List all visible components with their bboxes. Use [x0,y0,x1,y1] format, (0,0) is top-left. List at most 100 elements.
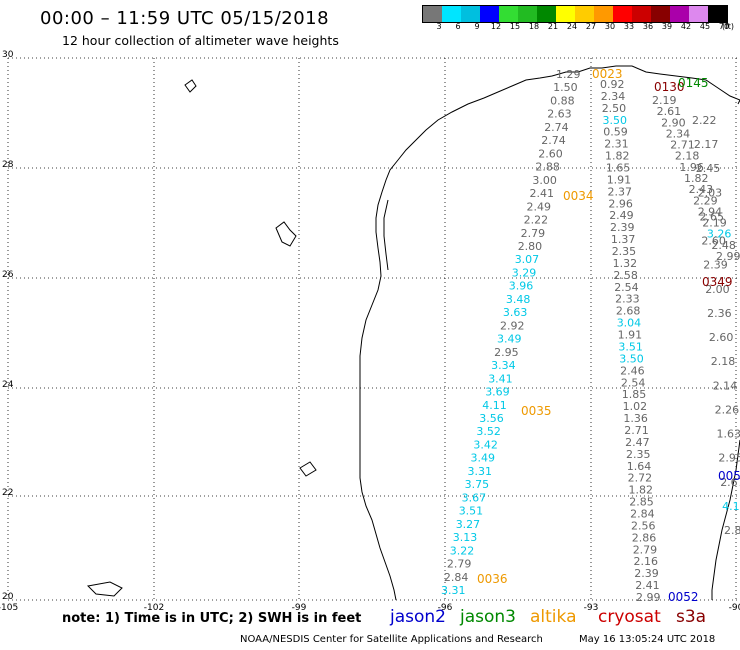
swh-value: 2.60 [709,331,734,344]
yucatan-coast [711,439,740,600]
swh-value: 2.29 [693,194,718,207]
color-swatch-6 [442,6,461,22]
swh-value: 2.18 [675,150,700,163]
color-scale-label: 70 [718,22,730,31]
lake-1 [184,79,197,93]
swh-value: 3.48 [506,293,531,306]
swh-value: 4.13 [722,500,740,513]
swh-value: 2.31 [604,138,629,151]
swh-value: 1.91 [607,173,632,186]
swh-value: 2.74 [544,121,569,134]
latitude-label: 28 [2,160,14,170]
longitude-label: -96 [438,603,453,613]
s3a-time-label: 0349 [702,275,733,289]
swh-value: 2.90 [661,116,686,129]
latitude-label: 24 [2,380,14,390]
swh-value: 3.04 [617,317,642,330]
color-swatch-3 [423,6,442,22]
swh-value: 2.49 [527,200,552,213]
color-swatch-36 [632,6,651,22]
color-scale-label: 3 [436,22,442,31]
color-scale-label: 36 [642,22,654,31]
footer-note: note: 1) Time is in UTC; 2) SWH is in fe… [62,611,362,626]
swh-value: 2.26 [715,403,740,416]
swh-value: 2.14 [713,379,738,392]
swh-value: 3.96 [509,280,534,293]
coastline [86,65,740,601]
swh-value: 2.50 [602,102,627,115]
swh-value: 3.50 [603,114,628,127]
swh-value: 2.34 [666,127,691,140]
lake-2 [275,221,297,247]
altika-time-label: 0034 [563,189,594,203]
swh-value: 3.34 [491,359,515,372]
swh-value: 2.49 [609,209,634,222]
color-scale-label: 45 [699,22,711,31]
swh-value: 3.50 [619,352,644,365]
altika-time-label: 0035 [521,404,552,418]
swh-value: 3.63 [503,306,528,319]
color-scale-label: 33 [623,22,635,31]
swh-value: 2.84 [444,571,469,584]
color-swatch-42 [670,6,689,22]
color-scale-label: 6 [455,22,461,31]
swh-value: 0.59 [603,126,628,139]
color-scale-label: 24 [566,22,578,31]
lake-3 [86,581,123,597]
swh-value: 2.80 [518,240,543,253]
swh-value: 1.50 [553,81,578,94]
page-title: 00:00 – 11:59 UTC 05/15/2018 [40,8,330,29]
swh-value: 1.65 [606,162,631,175]
swh-value: 3.42 [473,439,498,452]
swh-value: 2.60 [701,235,726,248]
swh-value: 2.03 [698,186,723,199]
legend-cryosat: cryosat [598,607,661,627]
swh-value: 1.29 [556,68,581,81]
swh-value: 2.22 [524,214,549,227]
swh-value: 2.47 [625,436,650,449]
altika-time-label: 0036 [477,572,508,586]
swh-value: 2.79 [447,558,472,571]
swh-value: 1.96 [679,161,704,174]
swh-value: 2.86 [632,531,657,544]
swh-value: 3.31 [441,584,466,597]
swh-value: 1.91 [618,329,643,342]
color-swatch-70 [708,6,727,22]
latitude-label: 30 [2,50,14,60]
wave-height-color-scale [422,5,728,23]
swh-value: 2.67 [720,476,740,489]
swh-value: 2.68 [616,305,641,318]
color-swatch-33 [613,6,632,22]
color-swatch-9 [461,6,480,22]
swh-value: 3.22 [450,544,475,557]
swh-value: 2.56 [631,519,656,532]
color-scale-label: 15 [509,22,521,31]
swh-value: 1.82 [684,172,709,185]
swh-value: 3.75 [465,478,490,491]
s3a-time-label: 0130 [654,80,685,94]
swh-value: 2.60 [538,147,563,160]
lake-4 [299,461,317,477]
swh-value: 0.88 [550,95,575,108]
swh-value: 2.61 [657,105,682,118]
longitude-label: -93 [584,603,599,613]
longitude-label: -105 [0,603,18,613]
swh-value: 2.18 [711,355,736,368]
swh-value: 2.96 [608,197,633,210]
page-subtitle: 12 hour collection of altimeter wave hei… [62,33,339,48]
color-swatch-30 [594,6,613,22]
swh-value: 2.99 [636,591,661,604]
legend-jason3: jason3 [460,607,516,627]
altika-time-label: 0023 [592,67,623,81]
swh-value: 2.95 [718,452,740,465]
color-swatch-27 [575,6,594,22]
color-scale-label: 21 [547,22,559,31]
swh-value: 2.88 [535,161,560,174]
color-swatch-15 [499,6,518,22]
swh-value: 1.02 [623,400,648,413]
color-scale-label: 27 [585,22,597,31]
swh-value: 1.32 [613,257,638,270]
swh-value: 3.13 [453,531,478,544]
swh-value: 2.71 [624,424,649,437]
